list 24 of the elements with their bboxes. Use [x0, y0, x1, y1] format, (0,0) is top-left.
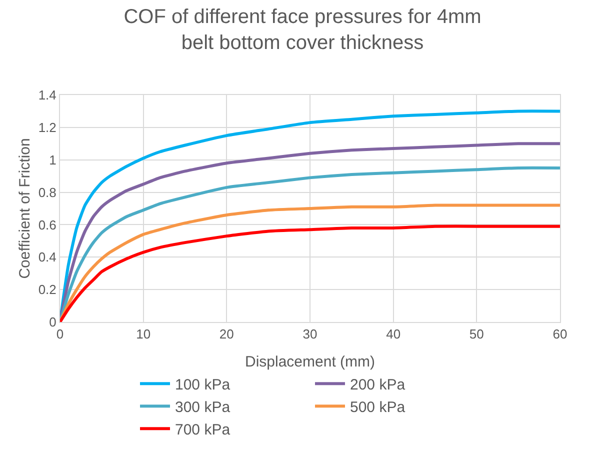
line-series: [60, 204, 560, 322]
y-tick-label: 1.2: [38, 120, 56, 135]
y-tick-label: 0.2: [38, 282, 56, 298]
y-axis-title: Coefficient of Friction: [16, 138, 34, 279]
y-tick-label: 1: [49, 152, 56, 168]
x-tick-label: 10: [136, 326, 151, 342]
y-tick-label: 0: [49, 314, 56, 330]
x-tick-label: 60: [552, 326, 568, 342]
legend-label: 500 kPa: [350, 399, 406, 416]
y-tick-label: 0.8: [38, 184, 56, 200]
x-axis-title: Displacement (mm): [244, 354, 376, 371]
x-tick-label: 50: [469, 326, 484, 342]
x-tick-label: 40: [386, 326, 401, 342]
line-series: [60, 224, 560, 322]
y-tick-label: 0.6: [38, 217, 56, 232]
y-tick-label: 0.4: [38, 250, 56, 265]
chart-title: COF of different face pressures for 4mm belt bottom cover thickness: [124, 6, 482, 54]
legend-label: 100 kPa: [175, 376, 231, 394]
x-tick-label: 20: [219, 326, 234, 342]
legend-label: 300 kPa: [175, 399, 231, 416]
y-tick-label: 1.4: [38, 88, 56, 103]
legend-label: 200 kPa: [350, 376, 406, 394]
legend-label: 700 kPa: [175, 422, 231, 438]
x-tick-label: 30: [302, 326, 318, 342]
